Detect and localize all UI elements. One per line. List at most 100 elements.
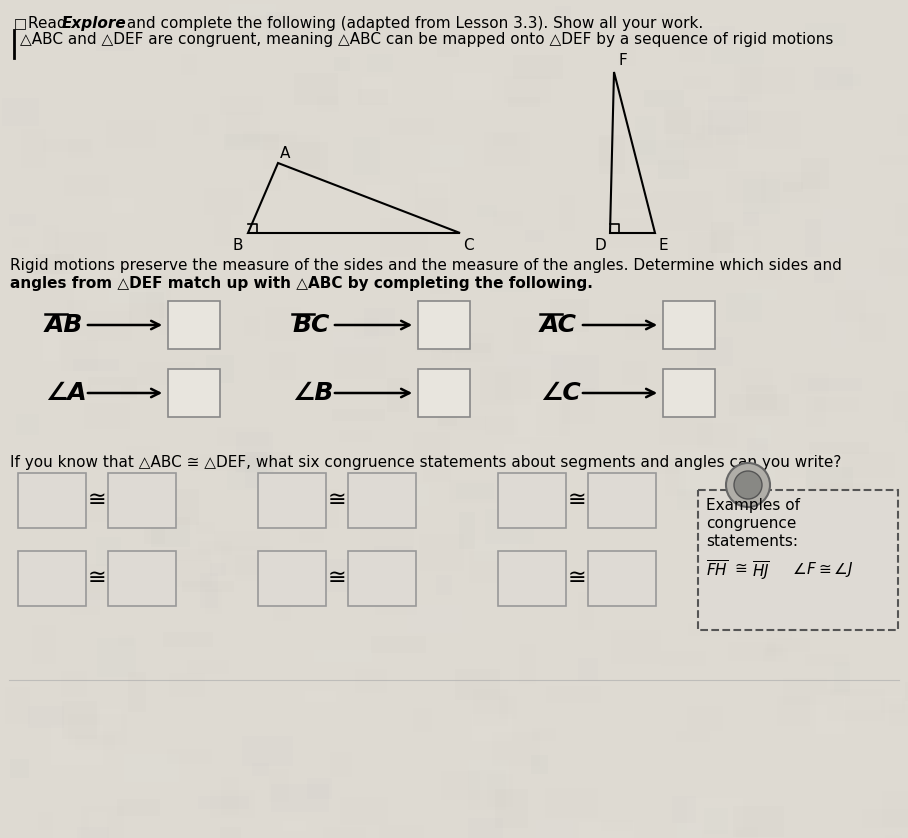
Bar bbox=[901, 238, 908, 260]
Bar bbox=[70, 583, 100, 615]
Bar bbox=[805, 23, 846, 46]
Bar bbox=[604, 218, 659, 248]
Bar bbox=[98, 26, 142, 46]
Circle shape bbox=[726, 463, 770, 507]
Bar bbox=[706, 102, 747, 140]
Bar bbox=[508, 97, 540, 107]
Bar bbox=[469, 770, 506, 810]
Text: ≅: ≅ bbox=[328, 490, 346, 510]
Bar bbox=[547, 686, 601, 703]
Bar bbox=[371, 463, 407, 482]
Bar bbox=[439, 413, 457, 426]
Bar bbox=[791, 373, 829, 394]
Bar bbox=[271, 784, 329, 813]
Bar bbox=[621, 457, 680, 473]
Bar bbox=[418, 301, 470, 349]
Bar bbox=[697, 423, 736, 448]
Bar bbox=[895, 203, 908, 235]
Bar bbox=[456, 669, 499, 700]
Bar bbox=[244, 453, 292, 465]
Bar bbox=[809, 442, 869, 454]
Bar bbox=[230, 4, 276, 16]
Bar bbox=[38, 811, 89, 830]
Bar bbox=[390, 118, 434, 135]
Bar bbox=[210, 563, 226, 577]
Bar bbox=[319, 28, 337, 49]
Bar bbox=[234, 456, 278, 473]
Bar bbox=[273, 593, 291, 621]
Bar bbox=[473, 689, 508, 726]
Bar bbox=[842, 453, 894, 478]
Bar bbox=[366, 185, 400, 201]
Bar bbox=[897, 114, 908, 137]
Bar bbox=[663, 369, 715, 417]
Bar bbox=[696, 126, 730, 140]
Bar bbox=[97, 638, 136, 676]
Bar bbox=[152, 549, 212, 561]
Bar bbox=[124, 754, 179, 782]
Bar bbox=[35, 254, 74, 274]
Bar bbox=[206, 355, 234, 384]
Bar bbox=[441, 343, 491, 353]
Bar bbox=[198, 541, 232, 555]
Bar bbox=[106, 120, 155, 148]
Bar bbox=[708, 96, 748, 135]
Bar bbox=[43, 139, 91, 152]
Bar bbox=[653, 746, 672, 778]
Bar bbox=[219, 572, 262, 608]
Bar bbox=[32, 625, 56, 664]
Bar bbox=[859, 313, 886, 342]
Bar bbox=[513, 55, 563, 79]
Bar bbox=[681, 25, 735, 46]
Bar bbox=[415, 183, 449, 220]
Bar bbox=[380, 218, 429, 257]
Bar bbox=[415, 328, 442, 352]
Bar bbox=[658, 408, 713, 445]
Bar bbox=[831, 303, 872, 333]
Bar bbox=[84, 403, 130, 428]
Text: Rigid motions preserve the measure of the sides and the measure of the angles. D: Rigid motions preserve the measure of th… bbox=[10, 258, 842, 273]
Bar bbox=[666, 111, 713, 147]
Bar bbox=[588, 551, 656, 606]
Bar bbox=[779, 360, 828, 392]
Bar bbox=[746, 385, 777, 410]
Bar bbox=[498, 551, 566, 606]
Bar bbox=[802, 158, 829, 189]
Bar bbox=[408, 605, 462, 633]
Bar bbox=[492, 732, 540, 766]
Bar bbox=[905, 421, 908, 433]
Bar bbox=[519, 821, 538, 838]
Bar bbox=[126, 446, 160, 467]
Bar bbox=[746, 111, 801, 148]
Bar bbox=[318, 649, 362, 665]
Bar bbox=[496, 789, 528, 828]
Bar bbox=[457, 484, 494, 499]
Bar bbox=[472, 714, 512, 741]
Bar bbox=[479, 365, 531, 405]
Bar bbox=[193, 114, 209, 135]
Bar bbox=[28, 706, 64, 727]
Bar bbox=[725, 582, 753, 610]
Bar bbox=[181, 54, 197, 75]
Bar bbox=[429, 145, 464, 167]
Text: Examples of: Examples of bbox=[706, 498, 800, 513]
Bar bbox=[459, 512, 475, 549]
Bar bbox=[504, 444, 530, 457]
Bar bbox=[109, 283, 166, 303]
Bar bbox=[431, 321, 451, 360]
Bar bbox=[133, 275, 168, 287]
Bar bbox=[884, 835, 903, 838]
Bar bbox=[5, 687, 30, 724]
Bar bbox=[296, 494, 331, 534]
Bar bbox=[84, 493, 121, 522]
Bar bbox=[514, 399, 559, 437]
Bar bbox=[200, 572, 218, 608]
Bar bbox=[294, 73, 338, 105]
Bar bbox=[29, 235, 63, 262]
Bar bbox=[118, 635, 134, 646]
Bar bbox=[33, 254, 60, 275]
Bar bbox=[62, 593, 101, 606]
Bar bbox=[493, 133, 518, 146]
Bar bbox=[187, 660, 229, 674]
Bar bbox=[556, 6, 571, 32]
